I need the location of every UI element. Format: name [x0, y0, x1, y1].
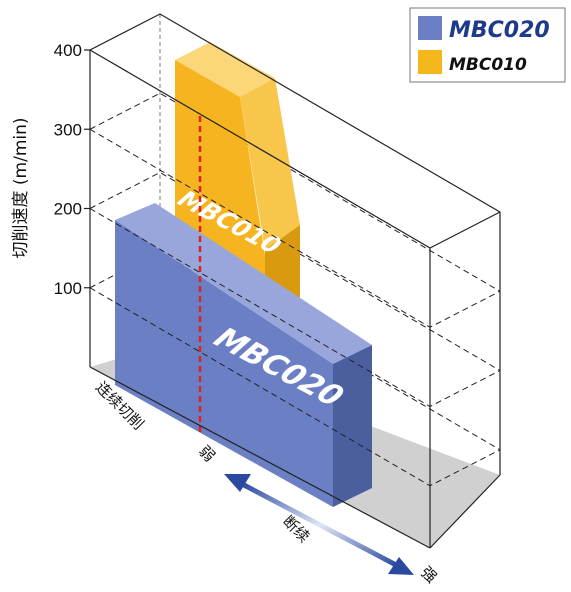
back-gridline — [89, 92, 501, 292]
x-strong-label: 强 — [417, 563, 440, 586]
x-weak-label: 弱 — [195, 442, 218, 465]
back-gridline — [89, 171, 501, 371]
y-tick-label: 400 — [54, 41, 82, 60]
y-axis-label: 切削速度 (m/min) — [11, 117, 31, 258]
legend-swatch-mbc010 — [418, 50, 442, 74]
arrow-head-left — [224, 474, 251, 492]
mbc010-top-face — [175, 42, 275, 97]
interruption-arrow — [224, 474, 414, 575]
back-gridline — [89, 251, 501, 451]
back-grid — [89, 92, 501, 451]
mbc010-side-face — [240, 78, 300, 250]
mbc020-side-face — [333, 345, 372, 507]
legend-label-mbc010: MBC010 — [449, 55, 527, 75]
y-tick-label: 200 — [54, 200, 82, 219]
y-tick-label: 300 — [54, 120, 82, 139]
y-tick-labels: 100 200 300 400 — [54, 41, 90, 298]
legend: MBC020 MBC010 — [409, 7, 566, 83]
mbc020-front-face — [115, 220, 333, 507]
y-tick-label: 100 — [54, 279, 82, 298]
arrow-head-right — [388, 557, 414, 575]
mbc020-top-face — [115, 203, 372, 364]
series-mbc020-block: MBC020 — [115, 203, 372, 507]
legend-swatch-mbc020 — [418, 16, 442, 40]
legend-label-mbc020: MBC020 — [449, 18, 550, 43]
